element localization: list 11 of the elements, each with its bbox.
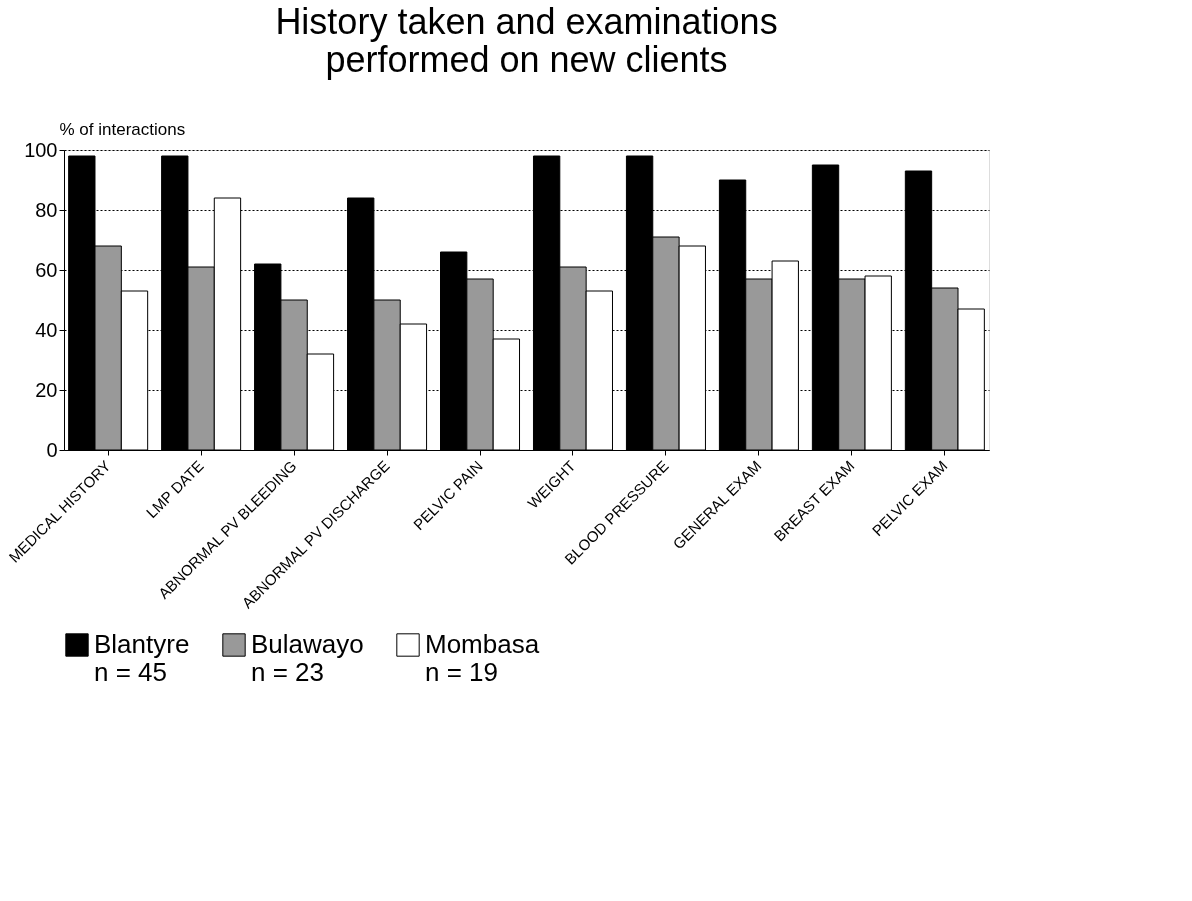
y-tick-label: 80: [35, 198, 58, 221]
legend-label: Blantyre n = 45: [94, 629, 190, 687]
y-tick-label: 20: [35, 378, 58, 401]
y-tick-label: 60: [35, 258, 58, 281]
text: History taken and examinations: [275, 1, 778, 42]
y-tick-label: 100: [24, 138, 58, 161]
y-tick-label: 0: [46, 438, 58, 461]
legend-label: Mombasa n = 19: [425, 629, 540, 687]
y-tick-label: 40: [35, 318, 58, 341]
legend-label: Bulawayo n = 23: [251, 629, 364, 687]
y-axis-title: % of interactions: [59, 119, 186, 139]
